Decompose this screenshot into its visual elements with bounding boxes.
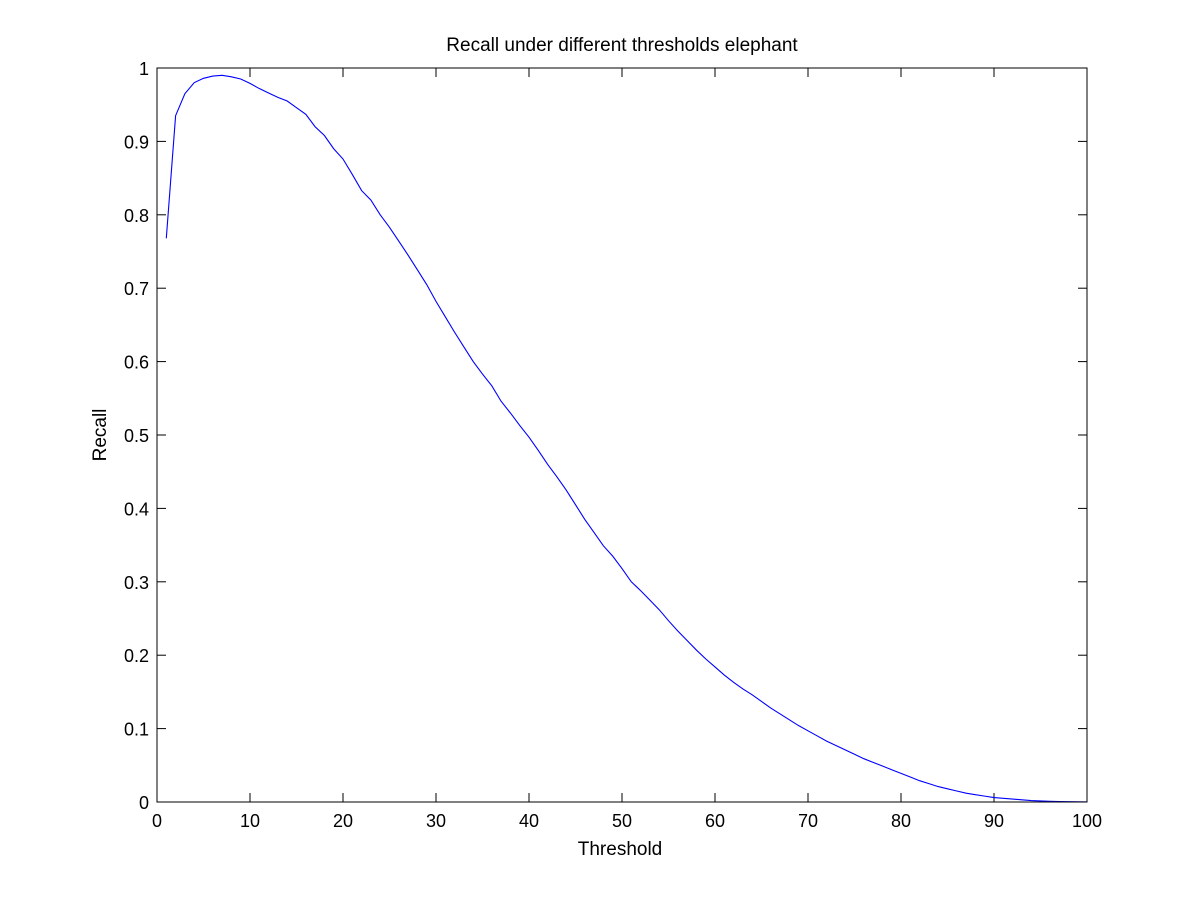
x-tick-label: 50 [612, 811, 632, 831]
plot-frame [156, 67, 1088, 803]
y-tick-label: 0.7 [124, 279, 149, 299]
x-tick-label: 30 [426, 811, 446, 831]
recall-series-line [165, 74, 1088, 803]
y-tick-label: 0.3 [124, 573, 149, 593]
x-tick-label: 10 [240, 811, 260, 831]
y-tick-label: 0.4 [124, 499, 149, 519]
x-tick-label: 0 [152, 811, 162, 831]
x-tick-label: 100 [1072, 811, 1102, 831]
x-tick-label: 20 [333, 811, 353, 831]
plot-area [157, 68, 1087, 802]
x-tick-label: 90 [984, 811, 1004, 831]
chart-title: Recall under different thresholds elepha… [446, 35, 798, 56]
x-tick-label: 60 [705, 811, 725, 831]
y-tick-label: 0.9 [124, 132, 149, 152]
y-tick-label: 0.6 [124, 353, 149, 373]
x-axis-label: Threshold [578, 839, 663, 860]
x-tick-label: 80 [891, 811, 911, 831]
y-tick-label: 0.8 [124, 206, 149, 226]
y-tick-label: 0.2 [124, 646, 149, 666]
y-tick-label: 0.5 [124, 426, 149, 446]
tick-labels: 0 10 20 30 40 50 60 70 80 90 100 0 0.1 0.2 0.3 0.4 0.5 0.… [124, 59, 1102, 831]
y-tick-label: 0 [139, 793, 149, 813]
x-tick-label: 40 [519, 811, 539, 831]
y-tick-label: 0.1 [124, 720, 149, 740]
x-tick-label: 70 [798, 811, 818, 831]
y-tick-label: 1 [139, 59, 149, 79]
y-axis-label: Recall [90, 409, 111, 462]
